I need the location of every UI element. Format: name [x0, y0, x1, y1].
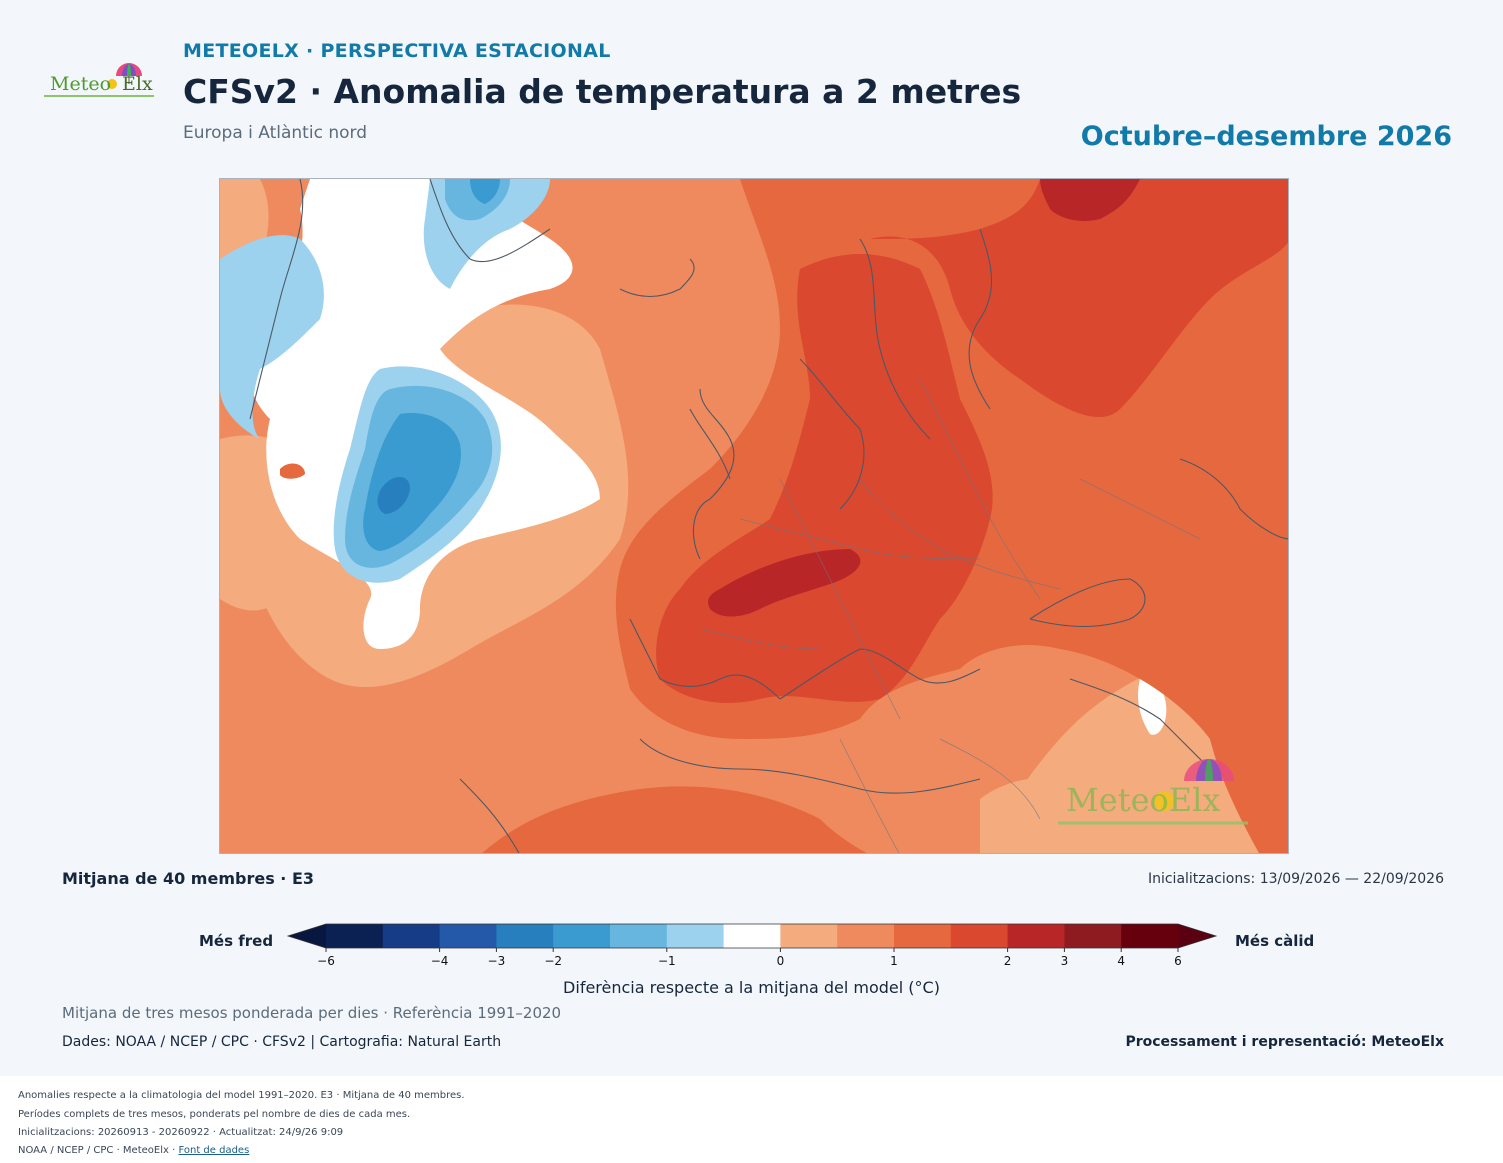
colorbar-title: Diferència respecte a la mitjana del mod… — [0, 978, 1503, 997]
footer-line: Períodes complets de tres mesos, pondera… — [18, 1109, 411, 1120]
colorbar-swatch — [780, 924, 838, 948]
colorbar-swatch — [439, 924, 497, 948]
colorbar-swatch — [837, 924, 895, 948]
kicker: METEOELX · PERSPECTIVA ESTACIONAL — [183, 40, 611, 62]
colorbar: −6 −4 −3 −2 −1 0 1 2 3 4 6 — [286, 923, 1218, 968]
anomaly-contour-cool — [363, 413, 461, 551]
footer: Anomalies respecte a la climatologia del… — [0, 1076, 1503, 1163]
data-source-note: Dades: NOAA / NCEP / CPC · CFSv2 | Carto… — [62, 1034, 502, 1050]
colorbar-swatch — [553, 924, 611, 948]
colorbar-left-label: Més fred — [199, 932, 274, 950]
sun-icon — [107, 79, 117, 89]
colorbar-tick-label: −2 — [544, 954, 562, 968]
ensemble-members-label: Mitjana de 40 membres · E3 — [62, 869, 314, 888]
anomaly-contour-cool — [470, 179, 500, 204]
colorbar-tick-label: 6 — [1174, 954, 1182, 968]
meteoelx-logo: Meteo Elx — [44, 63, 154, 97]
region-subtitle: Europa i Atlàntic nord — [183, 123, 367, 143]
colorbar-swatch — [610, 924, 668, 948]
footer-credits: NOAA / NCEP / CPC · MeteoElx · — [18, 1145, 179, 1156]
footer-line: NOAA / NCEP / CPC · MeteoElx · Font de d… — [18, 1145, 249, 1156]
colorbar-swatch — [1064, 924, 1122, 948]
colorbar-swatch — [894, 924, 952, 948]
anomaly-contour-cool — [220, 235, 324, 439]
anomaly-contour-peach — [980, 719, 1288, 853]
logo-text-left: Meteo — [50, 73, 111, 95]
page-title: CFSv2 · Anomalia de temperatura a 2 metr… — [183, 72, 1022, 111]
map-watermark: MeteoElx — [1058, 759, 1248, 825]
colorbar-tick-label: 4 — [1117, 954, 1125, 968]
colorbar-tick-label: 2 — [1004, 954, 1012, 968]
colorbar-tick-label: −3 — [488, 954, 506, 968]
colorbar-tick-label: −4 — [431, 954, 449, 968]
colorbar-tick-label: 1 — [890, 954, 898, 968]
colorbar-tick-label: −6 — [317, 954, 335, 968]
footer-line: Anomalies respecte a la climatologia del… — [18, 1090, 465, 1101]
weighting-note: Mitjana de tres mesos ponderada per dies… — [62, 1004, 562, 1022]
colorbar-title-text: Diferència respecte a la mitjana del mod… — [563, 978, 940, 997]
colorbar-tick-label: −1 — [658, 954, 676, 968]
watermark-sun-icon — [1154, 791, 1174, 811]
anomaly-contour-extreme — [708, 549, 861, 617]
watermark-text: MeteoElx — [1066, 781, 1220, 819]
colorbar-swatch — [1121, 924, 1179, 948]
anomaly-contour-extreme — [1040, 179, 1140, 221]
footer-line: Inicialitzacions: 20260913 - 20260922 · … — [18, 1127, 344, 1138]
data-source-link[interactable]: Font de dades — [178, 1145, 250, 1156]
initializations-label: Inicialitzacions: 13/09/2026 — 22/09/202… — [1147, 871, 1444, 887]
anomaly-map: MeteoElx — [219, 178, 1289, 854]
logo-text-right: Elx — [122, 73, 153, 95]
colorbar-swatch — [382, 924, 441, 948]
anomaly-contour-warm — [280, 463, 305, 479]
anomaly-contour-cold — [377, 477, 410, 514]
anomaly-contour-hot — [870, 179, 1288, 417]
forecast-period: Octubre–desembre 2026 — [1080, 121, 1452, 152]
processing-credit: Processament i representació: MeteoElx — [1125, 1034, 1444, 1050]
anomaly-map-svg: MeteoElx — [220, 179, 1288, 853]
colorbar-tick-label: 0 — [777, 954, 785, 968]
colorbar-swatch — [950, 924, 1009, 948]
colorbar-swatch — [1007, 924, 1065, 948]
colorbar-swatch — [326, 924, 384, 948]
main-panel: Meteo Elx METEOELX · PERSPECTIVA ESTACIO… — [0, 40, 1503, 1050]
colorbar-swatch — [666, 924, 725, 948]
colorbar-extend-warm — [1178, 924, 1216, 948]
country-borders — [699, 378, 1201, 853]
colorbar-swatch — [496, 924, 554, 948]
colorbar-right-label: Més càlid — [1235, 932, 1315, 950]
colorbar-tick-label: 3 — [1061, 954, 1069, 968]
colorbar-swatch — [723, 924, 781, 948]
anomaly-contour-warm — [482, 786, 867, 853]
colorbar-extend-cold — [288, 924, 326, 948]
